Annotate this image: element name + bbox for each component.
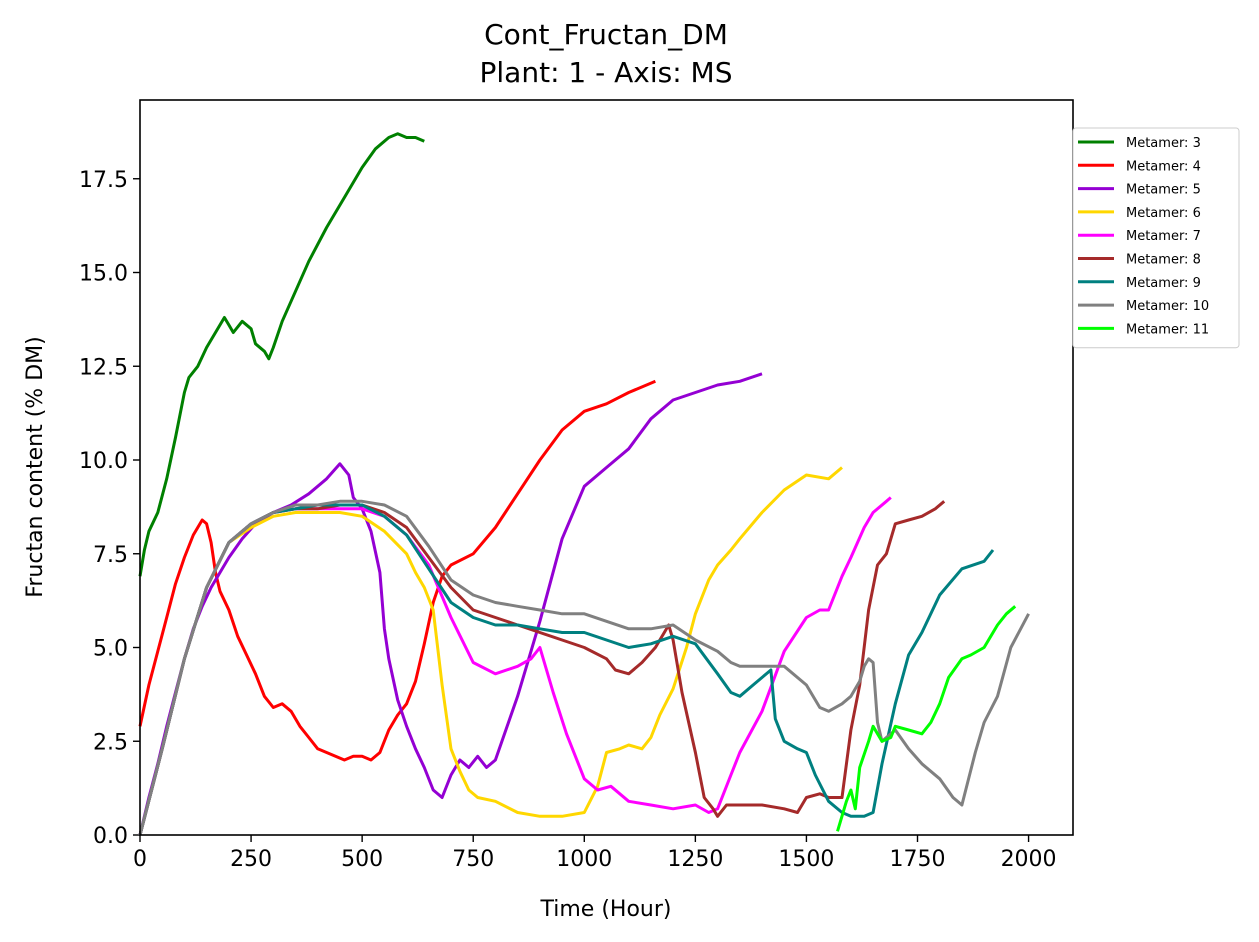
chart-title: Cont_Fructan_DM (484, 18, 728, 51)
x-tick-label: 1750 (890, 847, 946, 872)
legend-label: Metamer: 9 (1126, 276, 1201, 291)
x-tick-label: 250 (230, 847, 272, 872)
x-tick-label: 1500 (778, 847, 834, 872)
x-tick-label: 0 (133, 847, 147, 872)
y-tick-label: 17.5 (79, 168, 128, 193)
legend: Metamer: 3 Metamer: 4 Metamer: 5 Metamer: 6… (1072, 127, 1240, 349)
legend-box (1072, 127, 1240, 349)
y-tick-label: 5.0 (93, 637, 128, 662)
y-axis-label: Fructan content (% DM) (23, 336, 48, 597)
legend-label: Metamer: 4 (1126, 159, 1201, 174)
legend-label: Metamer: 10 (1126, 299, 1209, 314)
series-line-metamer-11 (836, 605, 1017, 832)
legend-label: Metamer: 5 (1126, 183, 1201, 198)
x-tick-label: 1250 (667, 847, 723, 872)
legend-label: Metamer: 8 (1126, 253, 1201, 268)
plot-frame (139, 99, 1074, 836)
legend-label: Metamer: 6 (1126, 206, 1201, 221)
x-tick-label: 2000 (1001, 847, 1057, 872)
chart-subtitle: Plant: 1 - Axis: MS (480, 56, 733, 89)
y-tick-label: 12.5 (79, 355, 128, 380)
series-line-metamer-3 (138, 132, 425, 577)
x-axis: 0 250 500 750 1000 1250 1500 1750 2000 (133, 835, 1057, 872)
series-line-metamer-4 (138, 379, 656, 762)
series-line-metamer-6 (138, 466, 843, 836)
y-tick-label: 2.5 (93, 730, 128, 755)
y-axis: 0.0 2.5 5.0 7.5 10.0 12.5 15.0 17.5 (79, 168, 140, 849)
legend-label: Metamer: 7 (1126, 229, 1201, 244)
legend-label: Metamer: 3 (1126, 136, 1201, 151)
series-line-metamer-10 (138, 499, 1030, 836)
y-tick-label: 10.0 (79, 449, 128, 474)
y-tick-label: 7.5 (93, 543, 128, 568)
series-line-metamer-5 (138, 372, 763, 836)
x-tick-label: 1000 (556, 847, 612, 872)
y-tick-label: 15.0 (79, 262, 128, 287)
y-tick-label: 0.0 (93, 824, 128, 849)
plot-area (138, 132, 1030, 836)
x-tick-label: 750 (452, 847, 494, 872)
x-axis-label: Time (Hour) (540, 897, 672, 922)
x-tick-label: 500 (341, 847, 383, 872)
legend-label: Metamer: 11 (1126, 322, 1209, 337)
